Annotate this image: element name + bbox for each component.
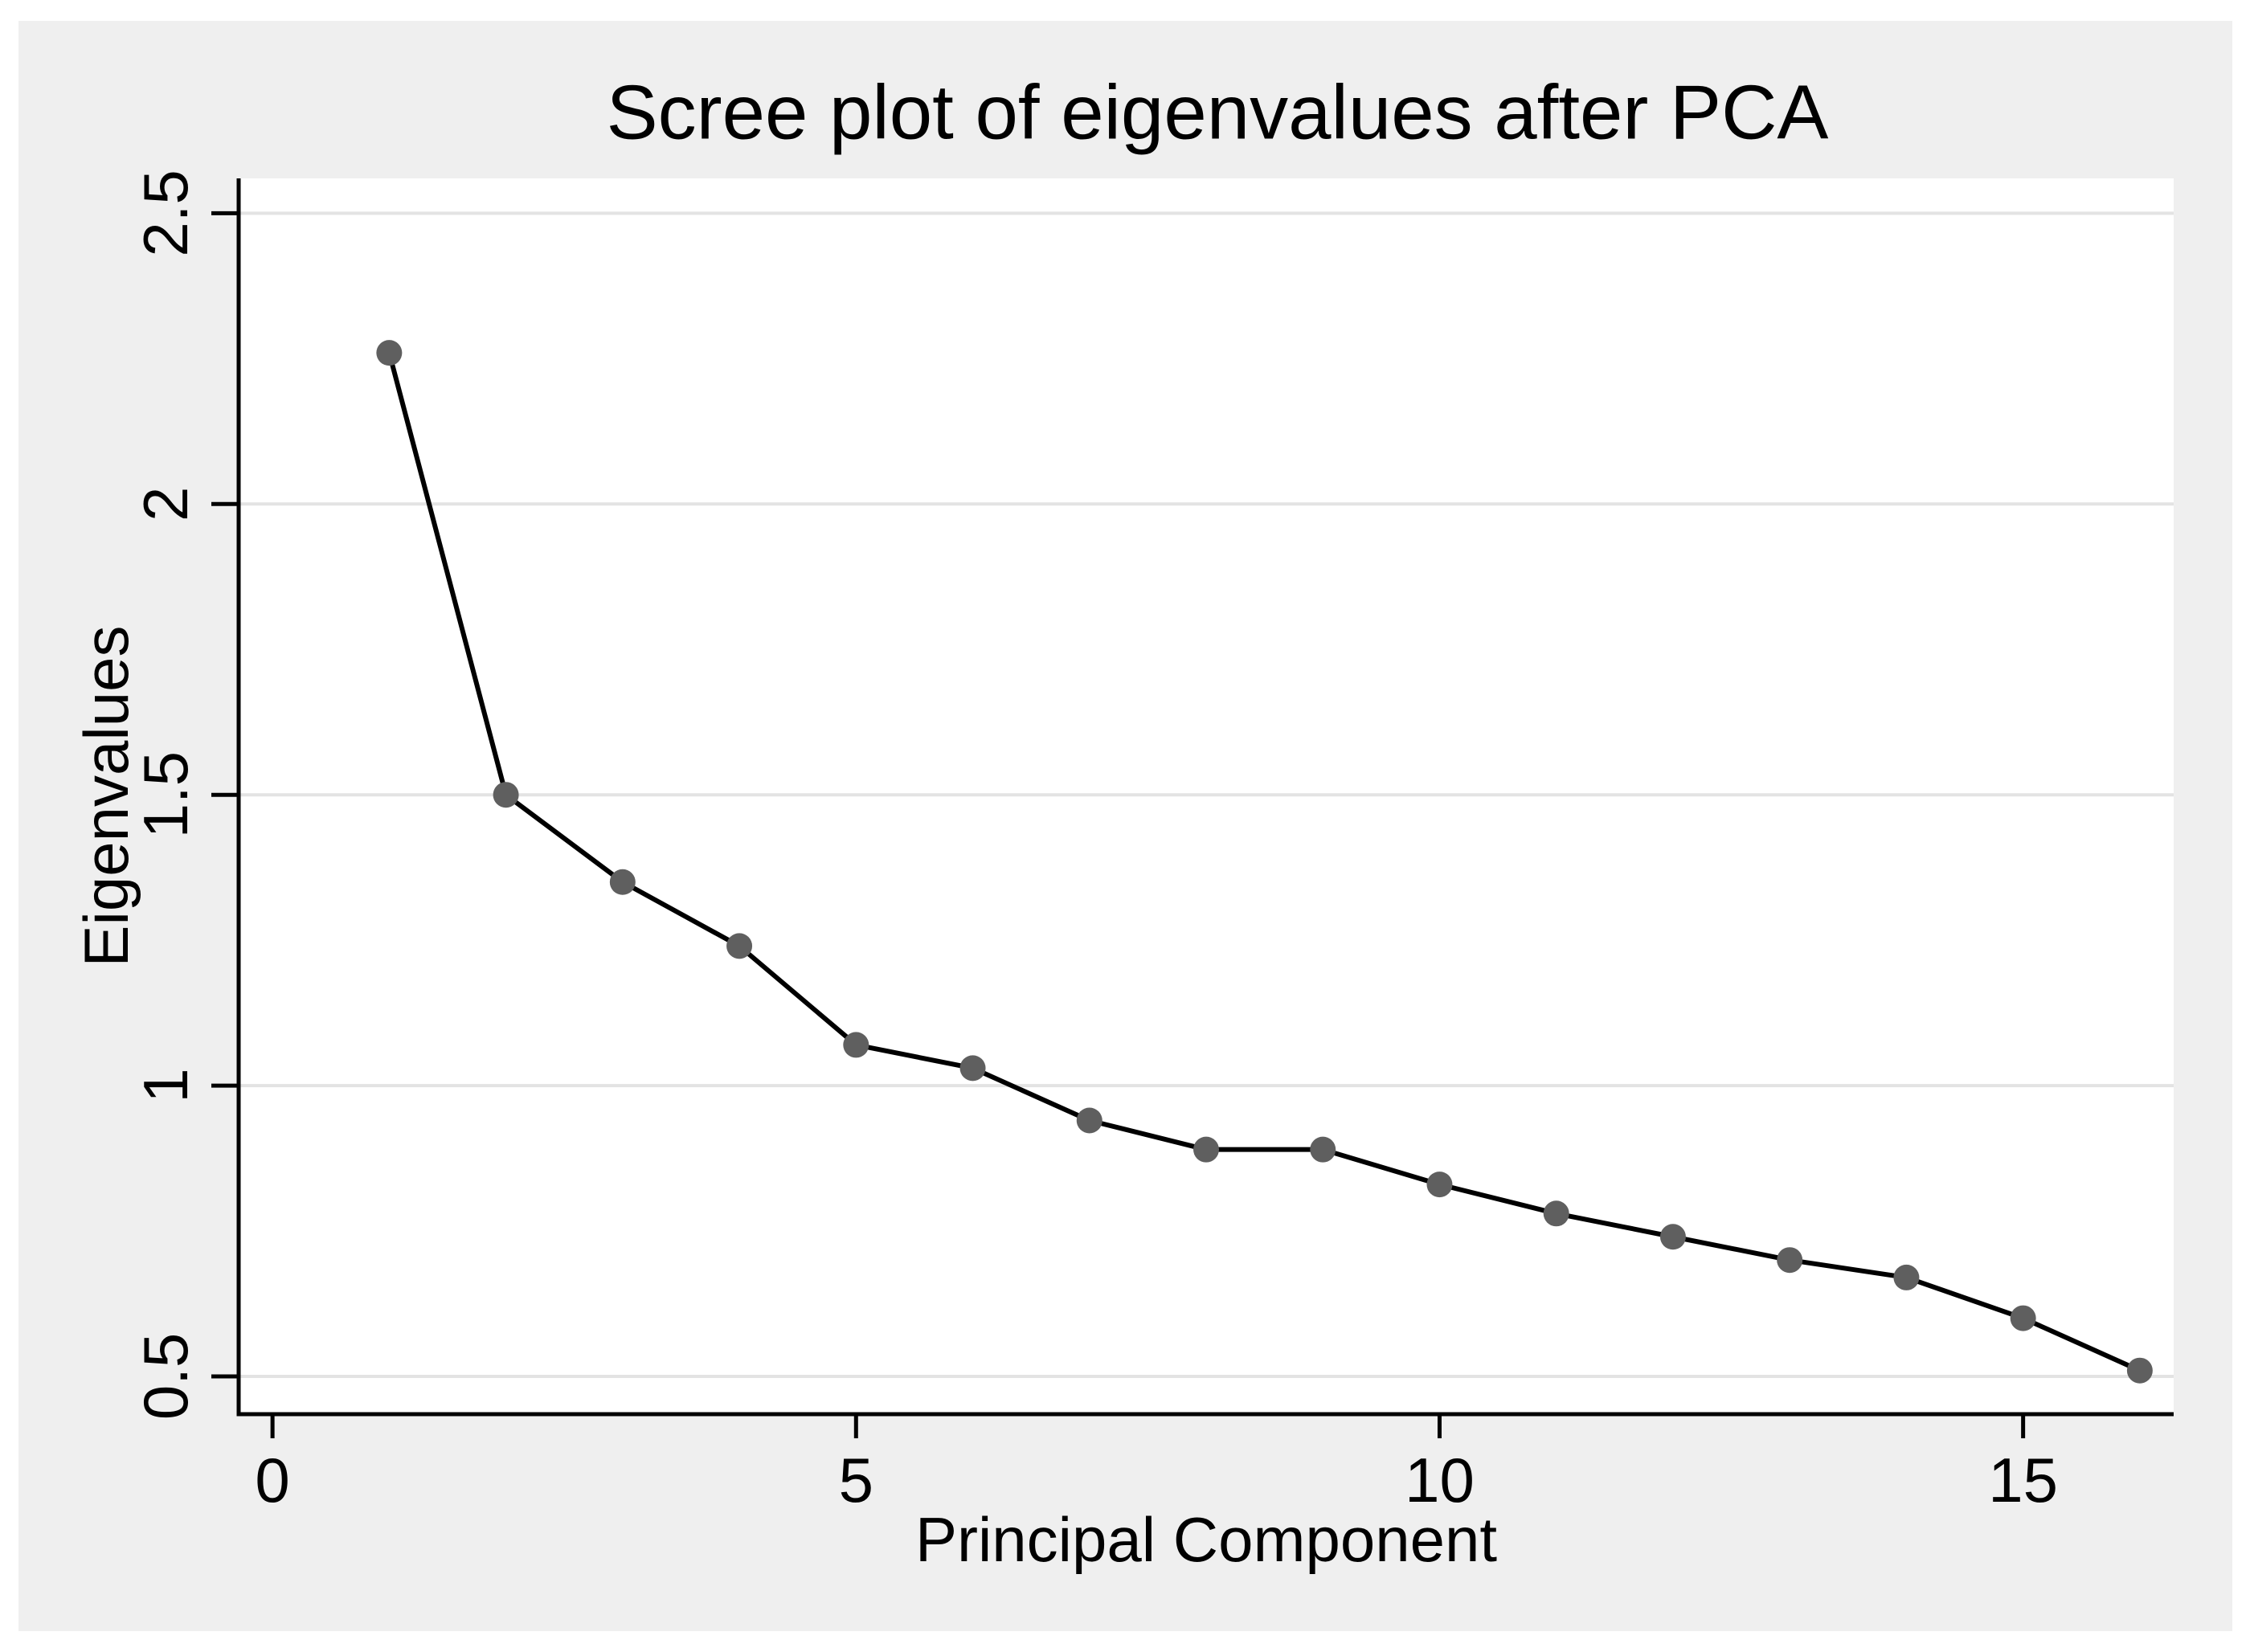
y-gridlines [239, 211, 2174, 1378]
y-tick-label-1: 1 [130, 1068, 201, 1102]
y-axis-title: Eigenvalues [71, 626, 141, 967]
data-point-pc15 [2010, 1305, 2036, 1331]
data-point-pc16 [2126, 1357, 2153, 1384]
x-axis-ticks [270, 1414, 2026, 1438]
data-point-pc1 [376, 340, 403, 366]
x-axis-title: Principal Component [915, 1504, 1497, 1575]
x-tick-label-15: 15 [1988, 1445, 2058, 1515]
data-point-pc11 [1543, 1200, 1569, 1227]
eigenvalue-line [387, 350, 2142, 1373]
data-point-pc13 [1777, 1247, 1803, 1274]
chart-title: Scree plot of eigenvalues after PCA [607, 70, 1829, 156]
x-tick-label-5: 5 [839, 1445, 873, 1515]
data-point-pc12 [1659, 1224, 1686, 1250]
data-point-pc4 [726, 933, 753, 959]
data-point-markers [376, 340, 2153, 1384]
data-point-pc2 [493, 782, 519, 808]
x-tick-labels: 0 5 10 15 [255, 1445, 2058, 1515]
y-tick-label-2.5: 2.5 [130, 170, 201, 256]
data-point-pc5 [843, 1032, 869, 1058]
data-point-pc3 [609, 869, 636, 895]
data-point-pc8 [1193, 1136, 1219, 1163]
data-point-pc14 [1893, 1264, 1920, 1290]
data-point-pc6 [959, 1055, 986, 1082]
y-tick-label-1.5: 1.5 [130, 751, 201, 838]
x-tick-label-0: 0 [255, 1445, 289, 1515]
data-point-pc9 [1310, 1136, 1336, 1163]
x-tick-label-10: 10 [1405, 1445, 1475, 1515]
data-point-pc7 [1076, 1107, 1102, 1134]
y-tick-label-0.5: 0.5 [130, 1333, 201, 1420]
data-point-pc10 [1426, 1172, 1453, 1198]
y-axis-ticks [211, 211, 239, 1379]
y-tick-labels: 0.5 1 1.5 2 2.5 [130, 170, 201, 1420]
y-tick-label-2: 2 [130, 487, 201, 521]
